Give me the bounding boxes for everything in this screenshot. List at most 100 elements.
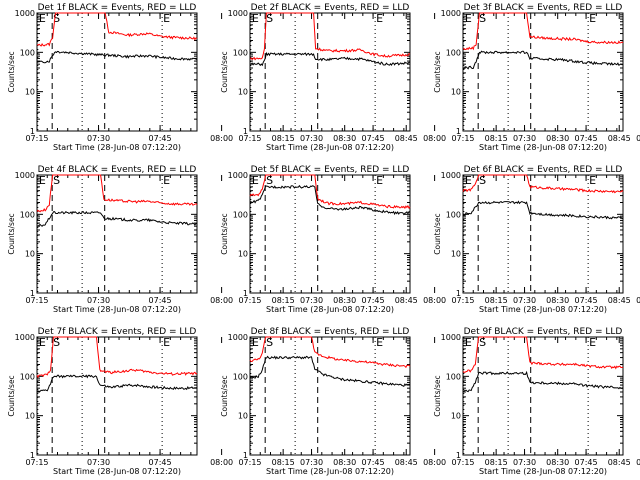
y-axis: 1 10 100 1000: [228, 171, 410, 298]
series-line-events: [249, 184, 411, 216]
x-axis: 07:15 07:30 07:45 08:00 08:15 08:30 08:45: [238, 175, 631, 305]
x-axis: 07:15 07:30 07:45 08:00 08:15 08:30 08:45: [451, 13, 640, 143]
series-line-events: [36, 210, 198, 227]
x-axis-label: Start Time (28-Jun-08 07:12:20): [266, 305, 394, 314]
x-tick-label: 08:00: [423, 134, 446, 143]
marker-label: E: [252, 12, 259, 25]
x-tick-label: 07:30: [300, 458, 323, 467]
y-axis: 1 10 100 1000: [15, 9, 197, 136]
chart-panel-9: Det 9f BLACK = Events, RED = LLD 1 10 100 10…: [433, 327, 640, 476]
x-tick-label: 07:30: [300, 296, 323, 305]
x-tick-label: 07:15: [238, 134, 261, 143]
x-tick-label: 07:45: [149, 296, 172, 305]
x-tick-label: 08:30: [333, 296, 356, 305]
y-axis: 1 10 100 1000: [441, 171, 623, 298]
marker-label: E: [376, 174, 383, 187]
x-axis-label: Start Time (28-Jun-08 07:12:20): [53, 305, 181, 314]
x-tick-label: 08:15: [272, 296, 295, 305]
x-tick-label: 08:00: [210, 134, 233, 143]
series-line-events: [462, 200, 624, 220]
y-tick-label: 1: [456, 127, 461, 136]
marker-label: E: [376, 336, 383, 349]
marker-label: E: [465, 12, 472, 25]
plot-frame: [36, 336, 198, 456]
x-tick-label: 07:45: [149, 134, 172, 143]
x-axis: 07:15 07:30 07:45 08:00 08:15 08:30 08:45: [238, 337, 631, 467]
y-axis-label: Counts/sec: [7, 51, 16, 92]
y-tick-label: 1000: [441, 9, 461, 18]
x-tick-label: 08:30: [546, 134, 569, 143]
x-tick-label: 07:45: [575, 458, 598, 467]
y-tick-label: 1: [30, 289, 35, 298]
x-tick-label: 07:45: [362, 296, 385, 305]
series-line-events: [249, 355, 411, 387]
y-axis-label: Counts/sec: [433, 375, 442, 416]
y-tick-label: 1: [456, 289, 461, 298]
chart-title: Det 9f BLACK = Events, RED = LLD: [464, 327, 623, 337]
x-tick-label: 08:45: [395, 458, 418, 467]
x-tick-label: 08:00: [636, 296, 640, 305]
y-tick-label: 1: [456, 451, 461, 460]
x-tick-label: 07:30: [87, 296, 110, 305]
series-line-events: [249, 51, 411, 67]
x-tick-label: 08:30: [546, 296, 569, 305]
y-tick-label: 10: [451, 412, 461, 421]
x-tick-label: 07:30: [87, 134, 110, 143]
y-tick-label: 100: [20, 372, 35, 381]
y-axis-label: Counts/sec: [433, 213, 442, 254]
marker-label: S: [53, 12, 60, 25]
marker-label: S: [53, 174, 60, 187]
x-tick-label: 07:45: [362, 134, 385, 143]
plot-frame: [462, 12, 624, 132]
y-tick-label: 1000: [15, 171, 35, 180]
marker-label: E: [163, 12, 170, 25]
y-tick-label: 1: [243, 127, 248, 136]
x-tick-label: 07:30: [87, 458, 110, 467]
chart-title: Det 4f BLACK = Events, RED = LLD: [38, 165, 197, 175]
x-tick-label: 08:15: [272, 134, 295, 143]
y-tick-label: 100: [233, 372, 248, 381]
y-axis: 1 10 100 1000: [15, 171, 197, 298]
y-axis: 1 10 100 1000: [228, 9, 410, 136]
y-axis: 1 10 100 1000: [441, 9, 623, 136]
x-tick-label: 07:15: [25, 134, 48, 143]
marker-label: E: [163, 336, 170, 349]
y-axis-label: Counts/sec: [7, 213, 16, 254]
marker-label: S: [479, 336, 486, 349]
marker-label: S: [266, 12, 273, 25]
y-tick-label: 1000: [441, 333, 461, 342]
x-tick-label: 08:15: [272, 458, 295, 467]
chart-panel-7: Det 7f BLACK = Events, RED = LLD11010010…: [7, 327, 418, 476]
plot-frame: [462, 174, 624, 294]
series-line-events: [36, 50, 198, 64]
marker-label: E: [589, 174, 596, 187]
y-axis-label: Counts/sec: [7, 375, 16, 416]
x-tick-label: 08:00: [210, 296, 233, 305]
y-tick-label: 10: [25, 412, 35, 421]
series-line-lld: [36, 174, 198, 213]
chart-panel-4: Det 4f BLACK = Events, RED = LLD11010010…: [7, 165, 418, 314]
chart-panel-5: Det 5f BLACK = Events, RED = LLD11010010…: [220, 165, 631, 314]
y-tick-label: 10: [25, 88, 35, 97]
series-line-lld: [462, 336, 624, 373]
x-tick-label: 08:00: [210, 458, 233, 467]
y-tick-label: 1000: [228, 9, 248, 18]
x-tick-label: 08:30: [333, 134, 356, 143]
y-tick-label: 10: [238, 88, 248, 97]
series-line-lld: [462, 12, 624, 51]
y-tick-label: 10: [238, 412, 248, 421]
x-tick-label: 07:45: [575, 296, 598, 305]
marker-label: E: [589, 12, 596, 25]
x-tick-label: 07:30: [300, 134, 323, 143]
y-axis: 1 10 100 1000: [15, 333, 197, 460]
plot-frame: [36, 12, 198, 132]
chart-panel-3: Det 3f BLACK = Events, RED = LLD 1 10 100 10…: [433, 3, 640, 152]
plot-frame: [249, 174, 411, 294]
marker-label: S: [266, 174, 273, 187]
marker-label: E: [465, 336, 472, 349]
x-tick-label: 08:45: [608, 134, 631, 143]
x-tick-label: 08:30: [546, 458, 569, 467]
